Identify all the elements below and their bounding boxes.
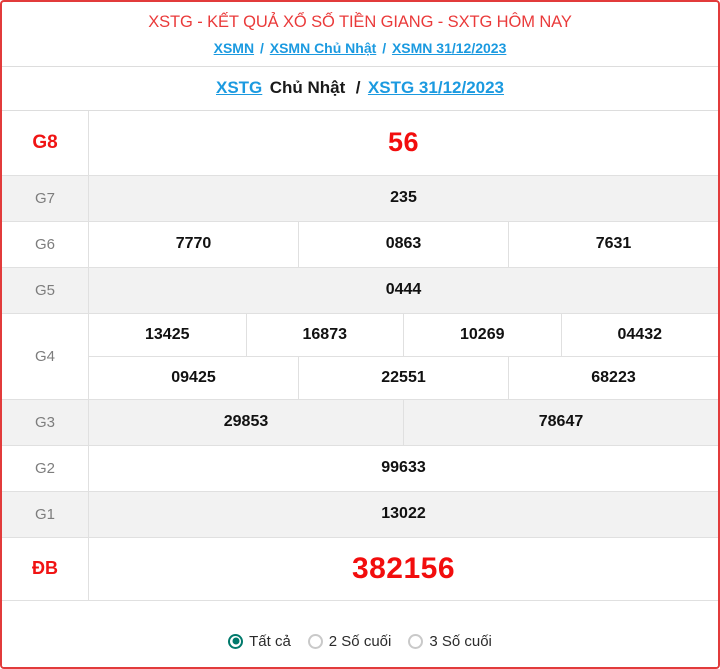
prize-row-g1: G1 13022 xyxy=(2,491,718,538)
prize-label-g7: G7 xyxy=(2,175,89,221)
breadcrumb-link-4[interactable]: XSMN 31/12/2023 xyxy=(391,40,507,57)
digit-filter-radio-group: Tất cả 2 Số cuối 3 Số cuối xyxy=(228,633,492,650)
prize-value-line: 09425 22551 68223 xyxy=(89,355,718,399)
prize-number: 68223 xyxy=(591,368,636,386)
page-title: XSTG - KẾT QUẢ XỔ SỐ TIỀN GIANG - SXTG H… xyxy=(148,13,572,31)
prize-number: 7631 xyxy=(595,235,632,253)
prize-number: 04432 xyxy=(617,325,663,343)
prize-label-g6: G6 xyxy=(2,221,89,267)
radio-label: 3 Số cuối xyxy=(429,632,492,650)
prize-values-đb: 382156 xyxy=(89,538,718,600)
prize-label-g1: G1 xyxy=(2,491,89,537)
prize-value-line: 13022 xyxy=(89,492,718,537)
prize-number: 10269 xyxy=(404,313,562,356)
radio-option-1[interactable]: 2 Số cuối xyxy=(307,632,392,650)
prize-value-line: 99633 xyxy=(89,446,718,491)
radio-label: 2 Số cuối xyxy=(328,632,392,650)
prize-number: 78647 xyxy=(538,413,584,431)
prize-label-g5: G5 xyxy=(2,267,89,313)
breadcrumb: XSMN / XSMN Chủ Nhật / XSMN 31/12/2023 xyxy=(12,39,708,59)
prize-label-đb: ĐB xyxy=(2,537,89,600)
prize-value-line: 13425 16873 10269 04432 xyxy=(89,313,718,356)
radio-label: Tất cả xyxy=(249,632,291,650)
prize-label-g3: G3 xyxy=(2,399,89,445)
panel-header: XSTG - KẾT QUẢ XỔ SỐ TIỀN GIANG - SXTG H… xyxy=(2,2,718,67)
prize-number: 0444 xyxy=(385,281,422,299)
panel-footer: Tất cả 2 Số cuối 3 Số cuối xyxy=(2,615,718,667)
prize-label-g4: G4 xyxy=(2,313,89,399)
prize-number: 7770 xyxy=(89,221,299,267)
results-table: G8 56 G7 235 G6 7770 0863 7631 G5 0444 G4 13425 1687… xyxy=(2,110,718,615)
prize-value-line: 382156 xyxy=(89,538,718,600)
prize-number: 22551 xyxy=(299,356,509,399)
prize-number: 09425 xyxy=(89,356,299,399)
prize-number: 13425 xyxy=(89,313,247,356)
prize-row-đb: ĐB 382156 xyxy=(2,537,718,601)
prize-value-line: 7770 0863 7631 xyxy=(89,221,718,267)
prize-row-g4: G4 13425 16873 10269 04432 09425 22551 68223 xyxy=(2,313,718,400)
radio-option-2[interactable]: 3 Số cuối xyxy=(408,633,492,650)
subheader-separator: / xyxy=(355,77,361,97)
prize-row-g8: G8 56 xyxy=(2,110,718,176)
prize-values-g7: 235 xyxy=(89,176,718,221)
subheader-breadcrumb: XSTG Chủ Nhật / XSTG 31/12/2023 xyxy=(2,67,718,111)
prize-values-g4: 13425 16873 10269 04432 09425 22551 68223 xyxy=(89,313,718,399)
prize-value-line: 235 xyxy=(89,176,718,221)
prize-value-line: 56 xyxy=(89,111,718,175)
prize-number: 235 xyxy=(390,189,417,207)
prize-value-line: 29853 78647 xyxy=(89,399,718,445)
prize-values-g5: 0444 xyxy=(89,268,718,313)
radio-unchecked-icon[interactable] xyxy=(408,633,424,649)
prize-number: 56 xyxy=(387,127,420,158)
prize-label-g2: G2 xyxy=(2,445,89,491)
breadcrumb-link-0[interactable]: XSMN xyxy=(213,40,255,57)
prize-values-g8: 56 xyxy=(89,111,718,175)
prize-number: 382156 xyxy=(351,551,456,585)
breadcrumb-link-2[interactable]: XSMN Chủ Nhật xyxy=(269,40,377,57)
prize-values-g2: 99633 xyxy=(89,446,718,491)
prize-row-g2: G2 99633 xyxy=(2,445,718,492)
subheader-text: Chủ Nhật xyxy=(269,77,346,97)
prize-label-g8: G8 xyxy=(2,110,89,175)
prize-number: 29853 xyxy=(89,399,404,445)
subheader-link-0[interactable]: XSTG xyxy=(215,77,263,97)
prize-number: 16873 xyxy=(247,313,404,356)
prize-values-g6: 7770 0863 7631 xyxy=(89,221,718,267)
breadcrumb-separator: / xyxy=(382,40,387,57)
prize-row-g3: G3 29853 78647 xyxy=(2,399,718,446)
prize-values-g3: 29853 78647 xyxy=(89,399,718,445)
prize-row-g6: G6 7770 0863 7631 xyxy=(2,221,718,268)
subheader-link-3[interactable]: XSTG 31/12/2023 xyxy=(367,77,505,97)
prize-number: 99633 xyxy=(381,459,426,477)
radio-checked-icon[interactable] xyxy=(228,633,244,649)
radio-unchecked-icon[interactable] xyxy=(307,633,323,649)
prize-number: 13022 xyxy=(381,505,426,523)
breadcrumb-separator: / xyxy=(259,40,264,57)
prize-number: 0863 xyxy=(299,221,509,267)
prize-row-g5: G5 0444 xyxy=(2,267,718,314)
prize-row-g7: G7 235 xyxy=(2,175,718,222)
prize-value-line: 0444 xyxy=(89,268,718,313)
radio-option-0[interactable]: Tất cả xyxy=(228,633,291,650)
prize-values-g1: 13022 xyxy=(89,492,718,537)
